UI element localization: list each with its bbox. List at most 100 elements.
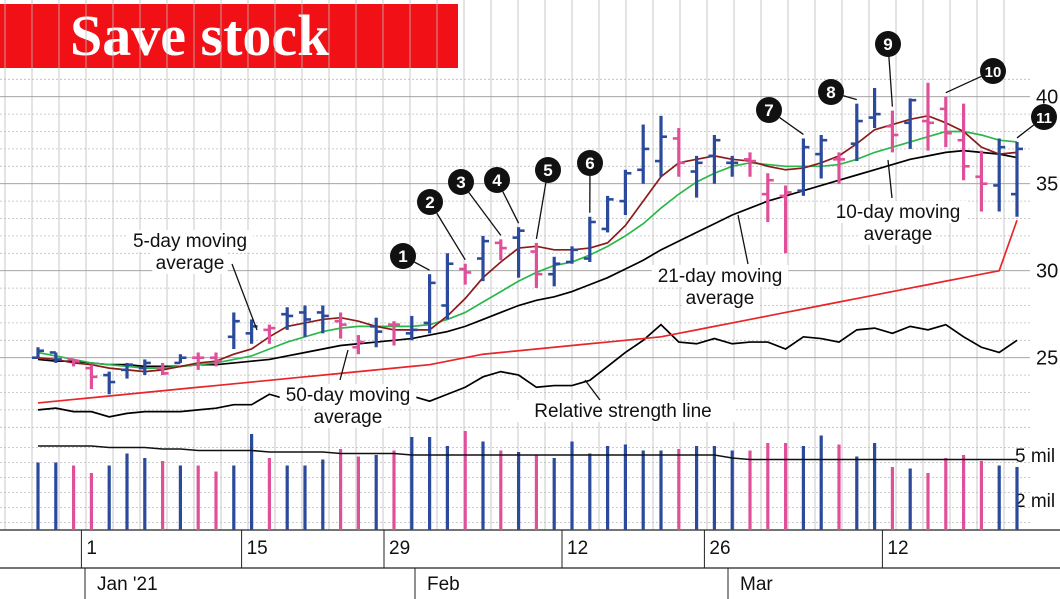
price-bar [156,362,169,376]
marker-leader [535,182,547,239]
price-bar [601,195,614,233]
price-bar [103,371,116,395]
price-bar [797,138,810,196]
price-bar [868,88,881,129]
volume-bar [250,434,254,530]
ma5-label-bg [126,230,254,252]
ma50-label-bg [310,406,386,428]
x-tick-label: 29 [389,538,410,559]
ma50-label: average [314,407,383,428]
relative-strength-line [37,323,1018,418]
ma5-leader [231,263,258,331]
volume-bar [196,465,200,530]
marker-leader [888,56,894,107]
volume-bar [339,449,343,530]
volume-bar [659,450,663,530]
ma10-label: average [864,224,933,245]
marker-circle [980,58,1006,84]
month-label: Feb [427,574,460,595]
volume-bar [979,461,983,530]
marker-leader [779,117,804,135]
price-bar [227,312,240,349]
price-bar [210,352,222,367]
volume-bar [267,458,271,530]
marker-number: 8 [826,83,835,102]
marker-number: 4 [492,171,502,190]
volume-tick-label: 2 mil [1015,491,1055,512]
volume-bar [695,446,699,530]
volume-bar [499,450,503,530]
y-tick-label: 35 [1036,174,1058,196]
marker-number: 5 [543,161,552,180]
ma10-line [37,130,1018,369]
ma50-leader [339,349,349,381]
volume-bar [908,468,912,530]
x-tick-label: 15 [247,538,268,559]
volume-bar [303,465,307,530]
volume-bar [1015,467,1019,530]
volume-bar [534,455,538,530]
volume-bar [588,453,592,530]
y-tick-label: 40 [1036,87,1058,109]
price-bar [655,115,667,177]
marker-number: 9 [883,35,892,54]
month-label: Jan '21 [97,574,158,595]
price-bar [32,347,44,360]
volume-bar [178,465,182,530]
x-tick-label: 12 [567,538,588,559]
volume-bar [926,473,930,530]
volume-bar [161,461,165,530]
price-bar [512,227,525,278]
marker-leader [843,95,857,101]
volume-bar [962,455,966,530]
marker-number: 7 [764,101,773,120]
volume-bar [481,441,485,530]
ma5-label-bg [152,252,228,274]
price-bar [637,124,650,184]
volume-bar [748,450,752,530]
marker-leader [502,191,520,224]
volume-bar [285,465,289,530]
marker-circle [417,189,443,215]
ma50-line [37,219,1018,404]
volume-bar [623,444,627,530]
volume-bar [873,443,877,530]
volume-bar [445,446,449,530]
volume-moving-average-line [38,445,1017,461]
rs-label-bg [510,400,736,422]
volume-bar [890,467,894,530]
marker-leader [945,75,982,94]
price-bar [548,256,561,287]
marker-circle [818,79,844,105]
price-bar [904,98,917,149]
price-bar [334,312,347,339]
volume-bar [214,471,218,530]
volume-bar [552,458,556,530]
marker-number: 3 [456,173,465,192]
y-tick-label: 30 [1036,261,1058,283]
price-bar [850,103,863,162]
ma5-label: 5-day moving [133,231,247,252]
price-bar [494,239,507,261]
price-bar [281,307,294,330]
ma21-label-bg [682,287,758,309]
volume-bar [677,449,681,530]
ma50-label-bg [279,384,417,406]
price-bar [583,216,596,262]
price-bar [779,185,792,254]
ma21-label: 21-day moving [658,266,783,287]
x-tick-label: 26 [709,538,730,559]
volume-bar [730,450,734,530]
volume-bar [463,431,467,530]
price-bar [886,110,899,153]
price-bar [993,138,1006,212]
volume-bar [641,450,645,530]
marker-circle [756,97,782,123]
volume-bar [606,446,610,530]
ma10-label-bg [829,201,967,223]
volume-bar [36,462,40,530]
marker-circle [577,150,603,176]
volume-bar [125,453,129,530]
price-bar [299,305,311,337]
